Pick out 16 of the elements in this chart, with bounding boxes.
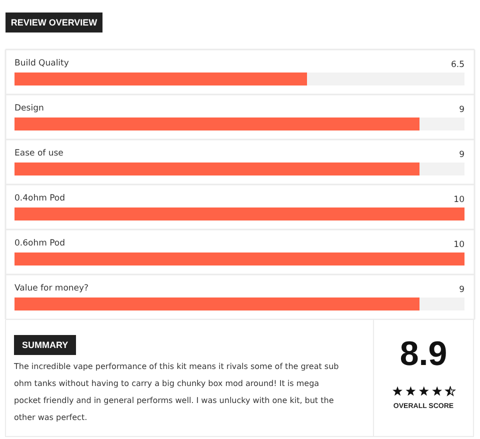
data-label: 9 [459,285,465,295]
text: 8.9 [398,335,448,373]
data-label: 10 [454,195,465,205]
y-tick-label: Build Quality [14,58,69,68]
data-label: 9 [459,105,465,115]
y-tick-label: 0.6ohm Pod [14,238,66,248]
data-label: 9 [459,150,465,160]
chart-title: REVIEW OVERVIEW [10,18,98,28]
y-tick-label: Design [14,104,44,114]
text: SUMMARY [14,335,76,355]
text: The incredible vape performance of this kit means it rivals some of the great sub ohm tanks without having to carry a big chunky box mod around! It is mega pocket friendly and in general performs well. I was unlucky with one kit, but the other was perfect. [14,361,340,424]
y-tick-label: Ease of use [14,148,64,158]
data-label: 6.5 [450,60,465,70]
data-label: 10 [454,240,465,250]
y-tick-label: 0.4ohm Pod [14,194,66,204]
y-tick-label: Value for money? [14,284,89,294]
